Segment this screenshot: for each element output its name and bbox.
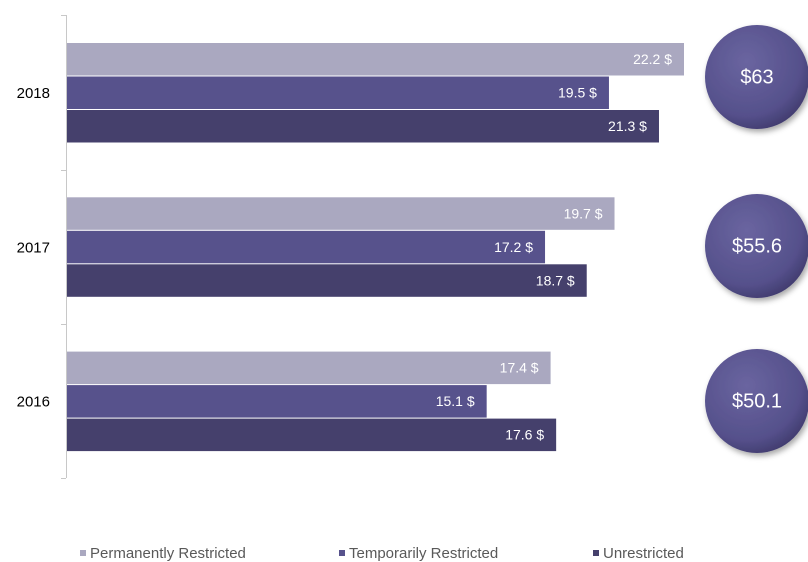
bar-label: 18.7 $ bbox=[536, 272, 575, 288]
total-label: $55.6 bbox=[732, 235, 782, 257]
total-label: $50.1 bbox=[732, 390, 782, 412]
y-tick-label: 2018 bbox=[17, 85, 50, 102]
total-bubble bbox=[705, 194, 808, 298]
bar-label: 19.7 $ bbox=[564, 205, 603, 221]
y-tick-label: 2016 bbox=[17, 394, 50, 411]
legend-swatch bbox=[593, 550, 599, 556]
bar bbox=[67, 351, 551, 385]
total-bubble bbox=[705, 25, 808, 129]
bar-label: 17.4 $ bbox=[500, 360, 539, 376]
bar bbox=[67, 76, 609, 109]
bar bbox=[67, 418, 557, 452]
total-label: $63 bbox=[740, 66, 773, 88]
total-bubble bbox=[705, 349, 808, 453]
legend-swatch bbox=[339, 550, 345, 556]
bar bbox=[67, 230, 546, 264]
bar-label: 15.1 $ bbox=[436, 393, 475, 409]
bar bbox=[67, 197, 615, 230]
legend-label: Temporarily Restricted bbox=[349, 545, 498, 562]
legend-label: Permanently Restricted bbox=[90, 545, 246, 562]
bar-label: 17.2 $ bbox=[494, 239, 533, 255]
y-tick-label: 2017 bbox=[17, 239, 50, 256]
bar bbox=[67, 110, 659, 143]
legend-swatch bbox=[80, 550, 86, 556]
bar-label: 19.5 $ bbox=[558, 84, 597, 100]
bar-label: 22.2 $ bbox=[633, 51, 672, 67]
bar-label: 17.6 $ bbox=[505, 427, 544, 443]
axis bbox=[61, 15, 67, 479]
bar-label: 21.3 $ bbox=[608, 118, 647, 134]
legend-label: Unrestricted bbox=[603, 545, 684, 562]
bar bbox=[67, 264, 587, 297]
bar bbox=[67, 385, 487, 418]
bar bbox=[67, 43, 684, 76]
